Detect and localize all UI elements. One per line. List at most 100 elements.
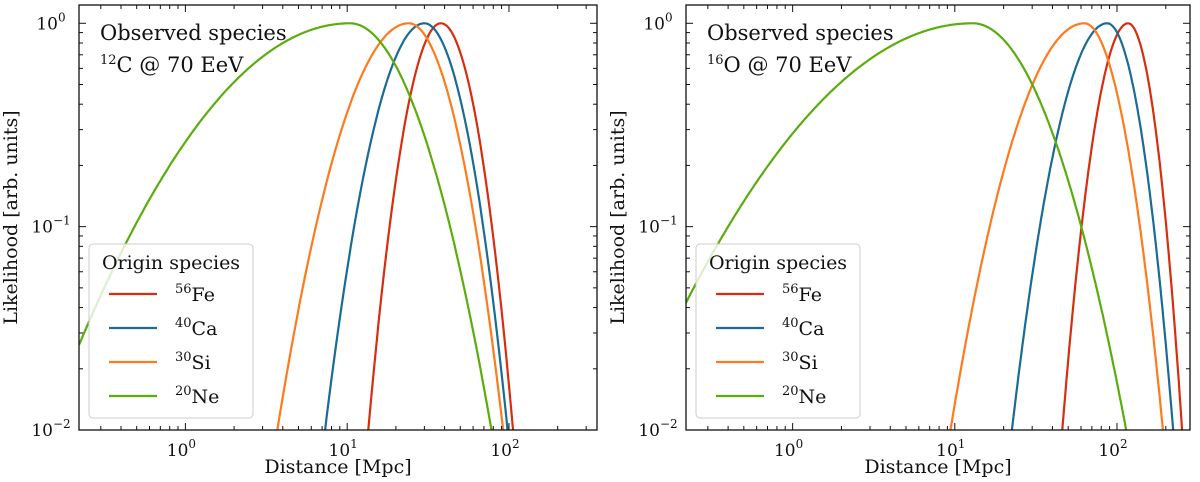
series-line-fe bbox=[367, 22, 515, 430]
legend-mass: 40 bbox=[782, 316, 799, 331]
series-line-ca bbox=[324, 22, 509, 430]
legend-label: 40Ca bbox=[782, 316, 824, 340]
legend-element: Ne bbox=[192, 386, 220, 408]
y-tick-label: 10−1 bbox=[638, 214, 677, 238]
y-axis-label: Likelihood [arb. units] bbox=[607, 110, 629, 324]
x-tick-label: 101 bbox=[936, 437, 965, 461]
legend-mass: 20 bbox=[175, 384, 192, 399]
legend-label: 56Fe bbox=[175, 282, 215, 306]
x-tick-label-base: 10 bbox=[774, 441, 796, 461]
legend-element: Ca bbox=[192, 318, 218, 340]
legend-mass: 30 bbox=[782, 350, 799, 365]
series-group bbox=[79, 22, 515, 430]
y-tick-label: 10−1 bbox=[31, 214, 70, 238]
legend-element: Fe bbox=[799, 284, 822, 306]
x-tick-label-exp: 1 bbox=[350, 437, 358, 451]
y-tick-label-base: 10 bbox=[643, 14, 665, 34]
legend-item-ne: 20Ne bbox=[109, 384, 219, 408]
legend-label: 30Si bbox=[782, 350, 818, 374]
x-tick-label-base: 10 bbox=[936, 441, 958, 461]
series-group bbox=[686, 22, 1184, 430]
legend-title: Origin species bbox=[102, 252, 240, 274]
legend-box bbox=[695, 243, 861, 419]
x-tick-label: 102 bbox=[490, 437, 519, 461]
x-axis-label: Distance [Mpc] bbox=[264, 456, 411, 478]
legend-label: 20Ne bbox=[782, 384, 826, 408]
y-tick-label-base: 10 bbox=[31, 218, 53, 238]
x-axis-label: Distance [Mpc] bbox=[864, 456, 1011, 478]
x-tick-label-exp: 2 bbox=[1120, 437, 1128, 451]
y-tick-label-exp: −1 bbox=[53, 214, 71, 228]
x-tick-label-exp: 1 bbox=[958, 437, 966, 451]
legend-item-ca: 40Ca bbox=[716, 316, 824, 340]
annotation-species: 12C @ 70 EeV bbox=[100, 53, 244, 77]
y-tick-label-base: 10 bbox=[638, 218, 660, 238]
legend-mass: 56 bbox=[175, 282, 192, 297]
legend-mass: 30 bbox=[175, 350, 192, 365]
legend-element: Ne bbox=[799, 386, 827, 408]
annotation-mass: 16 bbox=[707, 53, 724, 68]
y-tick-label: 100 bbox=[643, 10, 672, 34]
legend-element: Si bbox=[192, 352, 211, 374]
legend-box bbox=[88, 243, 254, 419]
axes-frame bbox=[685, 4, 1191, 431]
annotation-rest: C @ 70 EeV bbox=[117, 53, 245, 77]
ticks bbox=[79, 5, 597, 431]
x-tick-label: 100 bbox=[774, 437, 803, 461]
y-tick-label: 10−2 bbox=[638, 417, 677, 441]
legend-item-fe: 56Fe bbox=[716, 282, 822, 306]
ticks bbox=[686, 5, 1190, 431]
series-line-ne bbox=[79, 22, 493, 430]
legend-mass: 20 bbox=[782, 384, 799, 399]
legend-element: Fe bbox=[192, 284, 215, 306]
legend-item-ca: 40Ca bbox=[109, 316, 217, 340]
series-line-fe bbox=[1061, 22, 1184, 430]
y-tick-label-base: 10 bbox=[31, 421, 53, 441]
y-tick-label-exp: 0 bbox=[665, 10, 673, 24]
series-line-si bbox=[949, 22, 1165, 430]
legend-label: 40Ca bbox=[175, 316, 217, 340]
legend-element: Ca bbox=[799, 318, 825, 340]
annotation-species: 16O @ 70 EeV bbox=[707, 53, 852, 77]
y-tick-label-exp: −1 bbox=[660, 214, 678, 228]
x-tick-label-base: 10 bbox=[490, 441, 512, 461]
legend-mass: 56 bbox=[782, 282, 799, 297]
legend-item-si: 30Si bbox=[716, 350, 818, 374]
legend-label: 20Ne bbox=[175, 384, 219, 408]
legend-label: 56Fe bbox=[782, 282, 822, 306]
legend-mass: 40 bbox=[175, 316, 192, 331]
x-tick-label-base: 10 bbox=[329, 441, 351, 461]
annotation-title: Observed species bbox=[707, 21, 894, 45]
y-tick-label-base: 10 bbox=[638, 421, 660, 441]
series-line-si bbox=[276, 22, 505, 430]
legend-element: Si bbox=[799, 352, 818, 374]
annotation-mass: 12 bbox=[100, 53, 117, 68]
annotation-rest: O @ 70 EeV bbox=[724, 53, 853, 77]
y-tick-label-exp: 0 bbox=[58, 10, 66, 24]
legend-item-ne: 20Ne bbox=[716, 384, 826, 408]
legend-title: Origin species bbox=[709, 252, 847, 274]
legend-item-fe: 56Fe bbox=[109, 282, 215, 306]
y-axis-label: Likelihood [arb. units] bbox=[0, 110, 22, 324]
x-tick-label-base: 10 bbox=[1098, 441, 1120, 461]
legend-label: 30Si bbox=[175, 350, 211, 374]
y-tick-label: 10−2 bbox=[31, 417, 70, 441]
y-tick-label: 100 bbox=[36, 10, 65, 34]
y-tick-label-exp: −2 bbox=[53, 417, 71, 431]
annotation-title: Observed species bbox=[100, 21, 287, 45]
axes-frame bbox=[78, 4, 598, 431]
x-tick-label-exp: 0 bbox=[188, 437, 196, 451]
x-tick-label: 102 bbox=[1098, 437, 1127, 461]
series-line-ca bbox=[1010, 22, 1175, 430]
series-line-ne bbox=[686, 22, 1128, 430]
x-tick-label-base: 10 bbox=[167, 441, 189, 461]
legend-item-si: 30Si bbox=[109, 350, 211, 374]
y-tick-label-base: 10 bbox=[36, 14, 58, 34]
x-tick-label-exp: 2 bbox=[512, 437, 520, 451]
x-tick-label: 100 bbox=[167, 437, 196, 461]
